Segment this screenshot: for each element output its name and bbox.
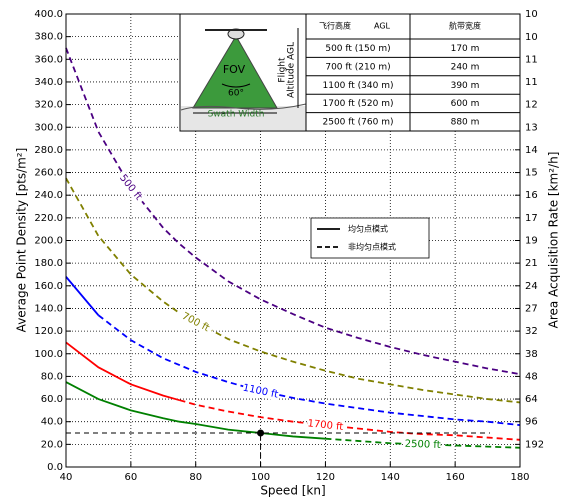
table-cell: 880 m	[451, 118, 480, 128]
x-tick-label: 100	[251, 472, 270, 483]
x-tick-label: 40	[60, 472, 73, 483]
y-tick-label: 120.0	[34, 326, 63, 337]
table-cell: 2500 ft (760 m)	[323, 118, 394, 128]
y-tick-label: 340.0	[34, 77, 63, 88]
table-header: 飞行高度	[319, 21, 351, 31]
altitude-label: Altitude AGL	[287, 42, 297, 98]
y-tick-label: 220.0	[34, 213, 63, 224]
series-label: 2500 ft	[405, 439, 441, 451]
highlight-point	[257, 430, 264, 437]
table-cell: 1100 ft (340 m)	[323, 81, 394, 91]
y2-tick-label: 15	[525, 168, 538, 179]
y-tick-label: 100.0	[34, 349, 63, 360]
y2-tick-label: 21	[525, 258, 538, 269]
y-tick-label: 260.0	[34, 168, 63, 179]
y2-tick-label: 12	[525, 100, 538, 111]
chart: Speed [kn] Average Point Density [pts/m²…	[0, 0, 565, 497]
y-tick-label: 0.0	[47, 462, 63, 473]
table-cell: 390 m	[451, 81, 480, 91]
x-tick-label: 140	[381, 472, 400, 483]
y2-tick-label: 13	[525, 122, 538, 133]
legend-label: 均匀点模式	[348, 224, 388, 234]
y2-tick-label: 38	[525, 349, 538, 360]
y2-tick-label: 64	[525, 394, 538, 405]
table-cell: 240 m	[451, 62, 480, 72]
table-header: 航带宽度	[449, 21, 481, 31]
y2-tick-label: 17	[525, 213, 538, 224]
x-tick-label: 60	[124, 472, 137, 483]
y2-tick-label: 192	[525, 439, 544, 450]
y-tick-label: 240.0	[34, 190, 63, 201]
y2-tick-label: 48	[525, 371, 538, 382]
y-tick-label: 300.0	[34, 122, 63, 133]
y-tick-label: 400.0	[34, 9, 63, 20]
table-cell: 700 ft (210 m)	[325, 62, 390, 72]
y2-tick-label: 32	[525, 326, 538, 337]
y-tick-label: 80.0	[41, 371, 63, 382]
x-tick-label: 120	[316, 472, 335, 483]
legend-label: 非均匀点模式	[348, 242, 396, 252]
x-axis-label: Speed [kn]	[260, 484, 325, 497]
swath-label: Swath Width	[208, 110, 265, 120]
y-tick-label: 60.0	[41, 394, 63, 405]
table-cell: 500 ft (150 m)	[325, 44, 390, 54]
y2-axis-label: Area Acquisition Rate [km²/h]	[547, 152, 561, 329]
fov-label: FOV	[223, 63, 246, 76]
table-cell: 600 m	[451, 99, 480, 109]
y2-tick-label: 10	[525, 9, 538, 20]
x-tick-label: 80	[189, 472, 202, 483]
y-tick-label: 40.0	[41, 417, 63, 428]
y2-tick-label: 27	[525, 303, 538, 314]
y2-tick-label: 96	[525, 417, 538, 428]
y-tick-label: 140.0	[34, 303, 63, 314]
table-header: AGL	[374, 22, 391, 31]
y2-tick-label: 11	[525, 77, 538, 88]
y-tick-label: 200.0	[34, 236, 63, 247]
y2-tick-label: 11	[525, 54, 538, 65]
y2-tick-label: 10	[525, 32, 538, 43]
y-tick-label: 160.0	[34, 281, 63, 292]
y-axis-label: Average Point Density [pts/m²]	[15, 148, 29, 333]
table-cell: 1700 ft (520 m)	[323, 99, 394, 109]
x-tick-label: 160	[446, 472, 465, 483]
y-tick-label: 360.0	[34, 54, 63, 65]
y2-tick-label: 19	[525, 236, 538, 247]
y2-tick-label: 24	[525, 281, 538, 292]
y-tick-label: 20.0	[41, 439, 63, 450]
y-tick-label: 180.0	[34, 258, 63, 269]
x-tick-label: 180	[510, 472, 529, 483]
angle-label: 60°	[228, 89, 244, 99]
y2-tick-label: 14	[525, 145, 538, 156]
y-tick-label: 280.0	[34, 145, 63, 156]
y-tick-label: 380.0	[34, 32, 63, 43]
y-tick-label: 320.0	[34, 100, 63, 111]
y2-tick-label: 16	[525, 190, 538, 201]
table-cell: 170 m	[451, 44, 480, 54]
